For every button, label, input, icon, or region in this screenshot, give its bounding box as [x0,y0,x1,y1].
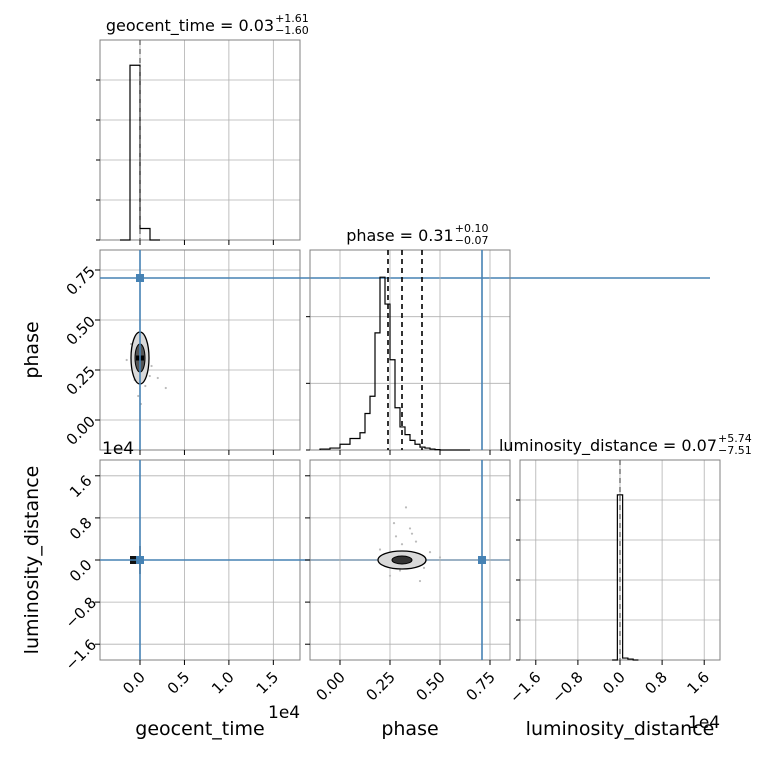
sample-point [408,527,412,530]
y-tick-label: 0.8 [66,514,96,544]
title-upper-error: +0.10 [455,222,489,235]
panel-title: phase = 0.31 [346,226,453,245]
sample-point [398,569,402,572]
sample-point [400,543,404,546]
x-tick-label: 1.6 [683,668,713,698]
x-axis-offset-label: 1e4 [268,703,300,723]
sample-point [418,579,422,583]
x-tick-label: 1.5 [253,668,283,698]
y-tick-label: 1.6 [66,472,96,502]
y-tick-label: −1.6 [62,636,100,674]
y-tick-label: 0.0 [66,556,96,586]
x-axis-offset-label: 1e4 [688,713,720,733]
x-axis-label: phase [381,718,438,740]
x-tick-label: 0.0 [599,668,629,698]
histogram-phase [319,276,470,451]
truth-marker [136,556,144,564]
panel-frame [99,39,301,241]
x-tick-label: 0.25 [362,668,398,704]
sample-point [378,548,382,551]
x-tick-label: −0.8 [548,668,586,706]
y-axis-offset-label: 1e4 [102,439,134,459]
contour-inner [391,555,413,565]
sample-point [394,535,398,538]
title-geocent_time: geocent_time = 0.03 +1.61−1.60 [106,12,309,37]
title-lower-error: −1.60 [275,24,309,37]
truth-marker [136,274,144,282]
x-axis-label: geocent_time [135,718,264,740]
x-tick-label: 0.0 [119,668,149,698]
sample-point [148,374,151,378]
title-lower-error: −0.07 [455,234,489,247]
title-luminosity_distance: luminosity_distance = 0.07 +5.74−7.51 [499,432,752,457]
panel-title: geocent_time = 0.03 [106,16,274,36]
histogram-geocent_time [120,64,160,241]
sample-point [422,566,426,569]
x-axis-label: luminosity_distance [526,718,715,740]
sample-point [410,532,414,535]
title-phase: phase = 0.31 +0.10−0.07 [346,222,488,247]
y-tick-label: 0.25 [63,362,99,398]
y-axis-label: phase [21,321,43,378]
title-lower-error: −7.51 [718,444,752,457]
sample-point [388,574,392,577]
sample-point [125,358,128,362]
x-tick-label: 0.50 [412,668,448,704]
x-tick-label: 0.00 [312,668,348,704]
sample-point [164,386,167,390]
x-tick-label: 0.8 [641,668,671,698]
sample-point [144,384,147,388]
truth-marker [478,556,486,564]
sample-point [414,540,418,543]
panel-title: luminosity_distance = 0.07 [499,436,717,456]
title-upper-error: +1.61 [275,12,309,25]
sample-point [392,522,396,525]
sample-point [137,394,140,398]
x-tick-label: 1.0 [208,668,238,698]
x-tick-label: −1.6 [506,668,544,706]
sample-point [428,551,432,554]
x-tick-label: 0.75 [462,668,498,704]
panel-frame [309,249,511,451]
y-tick-label: 0.50 [63,312,99,348]
sample-point [156,376,159,380]
sample-point [150,364,153,368]
sample-point [404,506,408,509]
y-tick-label: 0.00 [63,412,99,448]
x-tick-label: 0.5 [164,668,194,698]
histogram-luminosity_distance [612,494,639,661]
title-upper-error: +5.74 [718,432,752,445]
y-tick-label: 0.75 [63,262,99,298]
sample-point [438,556,442,559]
panel-frame [99,249,301,451]
y-axis-label: luminosity_distance [21,466,43,655]
y-tick-label: −0.8 [62,593,100,631]
